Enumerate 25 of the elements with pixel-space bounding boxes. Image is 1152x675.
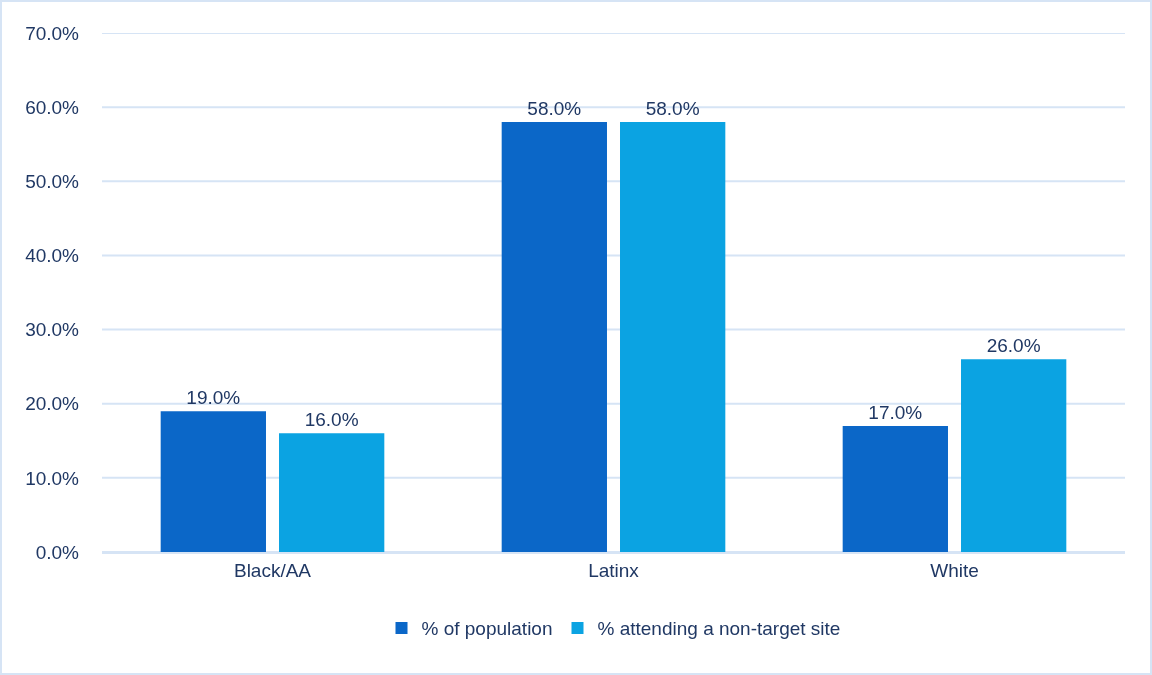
bar	[620, 121, 726, 552]
x-tick-label: White	[930, 559, 979, 581]
bar	[279, 433, 385, 552]
data-label: 26.0%	[986, 335, 1041, 357]
data-label: 19.0%	[186, 387, 241, 409]
bar	[842, 425, 948, 552]
data-label: 58.0%	[527, 97, 582, 119]
bar	[501, 121, 607, 552]
y-tick-label: 10.0%	[25, 467, 80, 489]
y-tick-label: 70.0%	[25, 22, 80, 44]
y-tick-label: 0.0%	[35, 541, 80, 563]
bar	[160, 411, 266, 552]
x-tick-label: Black/AA	[233, 559, 312, 581]
data-label: 58.0%	[645, 97, 700, 119]
legend-label: % attending a non-target site	[597, 618, 841, 640]
y-tick-label: 30.0%	[25, 319, 80, 341]
y-tick-label: 60.0%	[25, 96, 80, 118]
x-tick-label: Latinx	[588, 559, 640, 581]
data-label: 17.0%	[868, 401, 923, 423]
bar	[961, 359, 1067, 552]
y-tick-label: 40.0%	[25, 245, 80, 267]
y-tick-label: 50.0%	[25, 170, 80, 192]
y-tick-label: 20.0%	[25, 393, 80, 415]
legend-label: % of population	[421, 618, 553, 640]
data-label: 16.0%	[304, 409, 359, 431]
